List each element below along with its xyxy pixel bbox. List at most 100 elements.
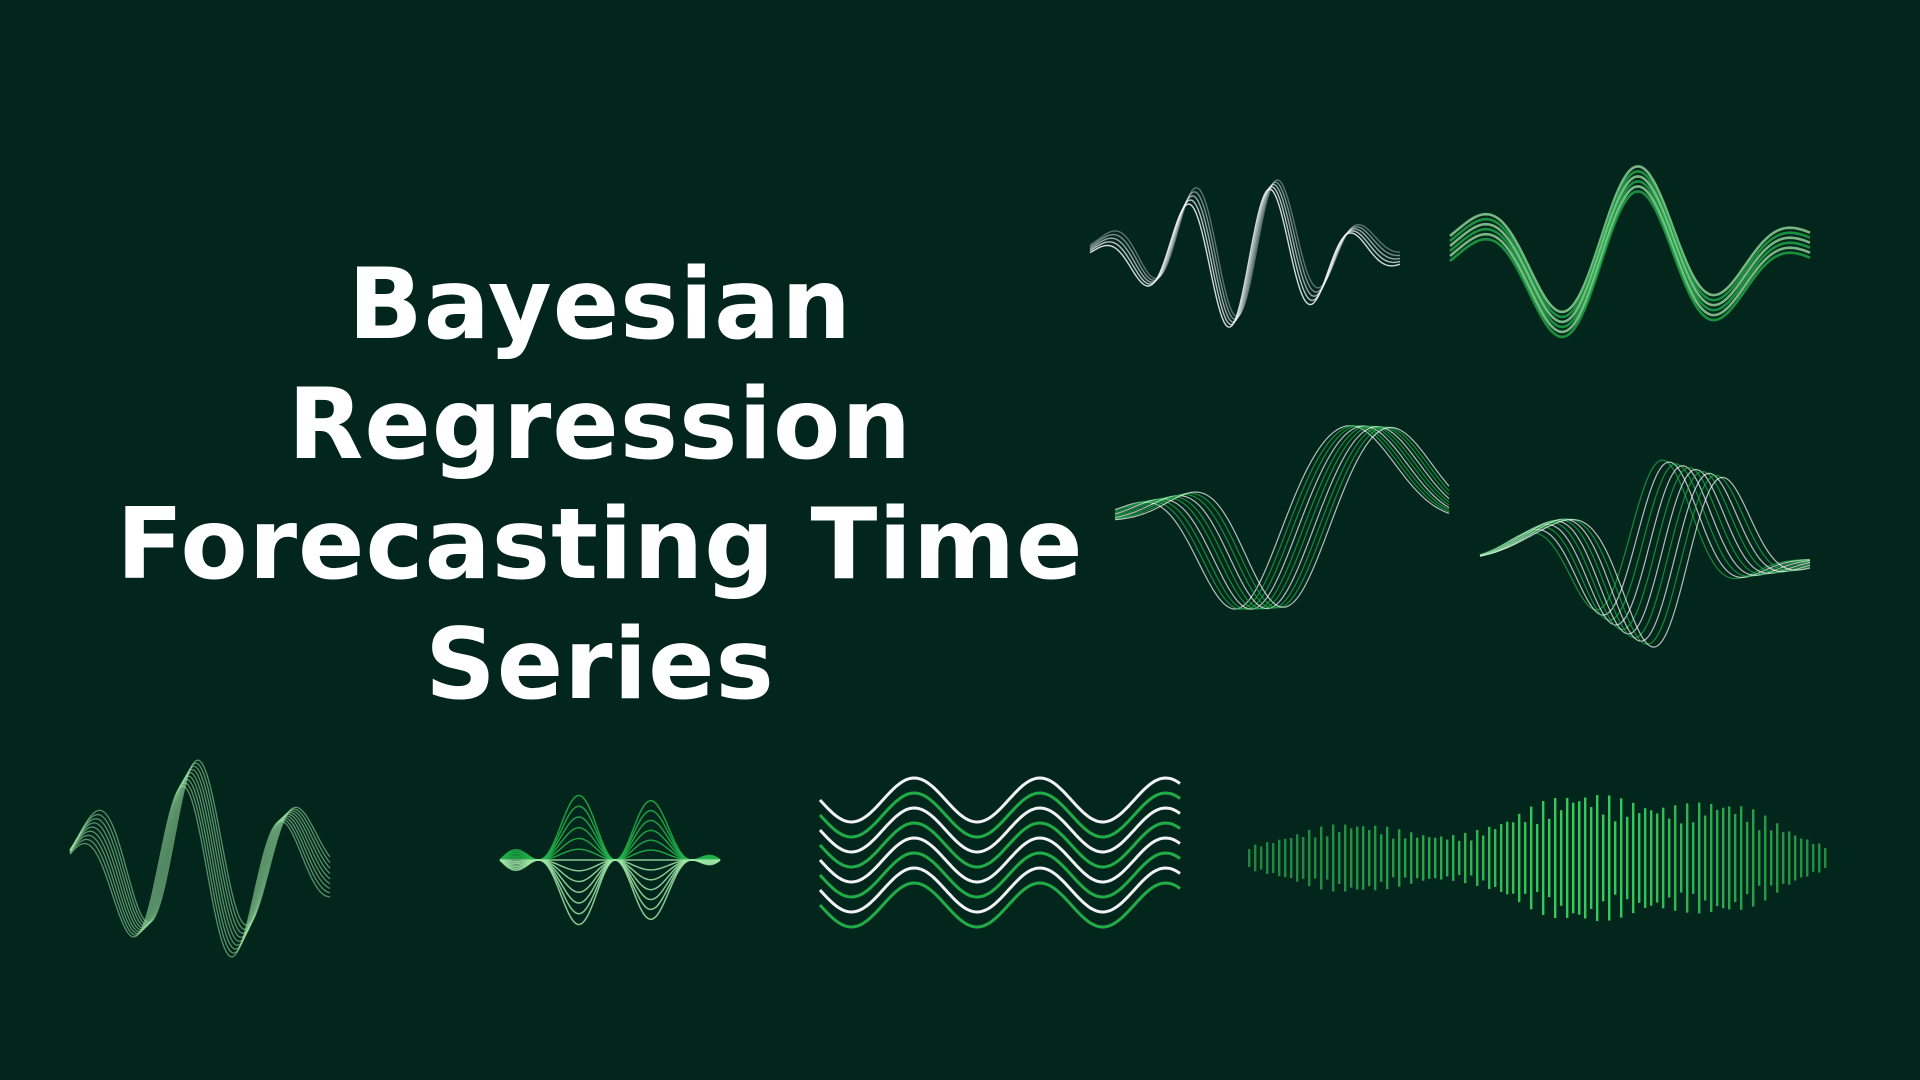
spectrum-bar <box>1398 829 1401 887</box>
wave-line <box>1089 181 1401 320</box>
wave-line <box>1114 425 1450 610</box>
wave-line <box>1479 472 1811 642</box>
spectrum-bar <box>1746 821 1749 895</box>
wave-mid-right-icon <box>1479 459 1811 648</box>
wave-line <box>69 778 331 950</box>
wave-line <box>499 859 721 915</box>
wave-line <box>499 859 721 893</box>
spectrum-bar <box>1482 835 1485 881</box>
page-title: Bayesian Regression Forecasting Time Ser… <box>30 245 1170 725</box>
wave-line <box>818 776 1181 824</box>
spectrum-bar <box>1638 813 1641 903</box>
spectrum-bar <box>1728 806 1731 910</box>
wave-line <box>1479 465 1811 626</box>
spectrum-bar <box>1386 826 1389 890</box>
spectrum-bar <box>1770 830 1773 886</box>
wave-line <box>1479 470 1811 639</box>
spectrum-bar <box>1332 824 1335 892</box>
spectrum-bar <box>1764 815 1767 901</box>
wave-line <box>1114 426 1450 608</box>
spectrum-bar <box>1572 802 1575 914</box>
spectrum-bar <box>1524 822 1527 894</box>
wave-line <box>69 785 331 958</box>
wave-line <box>1479 467 1811 631</box>
spectrum-bar <box>1344 824 1347 892</box>
wave-line <box>1449 190 1811 339</box>
spectrum-bar <box>1380 834 1383 882</box>
wave-line <box>818 866 1181 914</box>
spectrum-bar <box>1506 821 1509 895</box>
spectrum-bar <box>1374 825 1377 891</box>
wave-line <box>1089 186 1401 326</box>
spectrum-bar <box>1788 831 1791 885</box>
spectrum-bar <box>1776 823 1779 893</box>
wave-line <box>1449 170 1811 319</box>
wave-line <box>818 806 1181 854</box>
spectrum-bar <box>1620 798 1623 918</box>
spectrum-bar <box>1602 814 1605 902</box>
wave-line <box>69 772 331 942</box>
spectrum-bar <box>1566 798 1569 918</box>
spectrum-bar <box>1596 795 1599 921</box>
wave-line <box>1479 463 1811 621</box>
wave-mid-left-icon <box>1114 425 1450 610</box>
wave-line <box>1479 468 1811 635</box>
spectrum-bar <box>1350 828 1353 888</box>
spectrum-bar <box>1650 810 1653 906</box>
spectrum-bar <box>1362 826 1365 890</box>
spectrum-bar <box>1590 807 1593 909</box>
wave-line <box>69 782 331 954</box>
spectrum-bar <box>1488 826 1491 890</box>
spectrum-bar <box>1704 815 1707 901</box>
spectrum-bar <box>1536 823 1539 893</box>
spectrum-bar <box>1452 835 1455 881</box>
spectrum-bar <box>1458 840 1461 876</box>
spectrum-bar <box>1806 839 1809 877</box>
spectrum-bar <box>1248 849 1251 867</box>
spectrum-bar <box>1548 818 1551 898</box>
spectrum-bar <box>1668 818 1671 898</box>
spectrum-bar <box>1290 837 1293 879</box>
title-line-2: Forecasting Time <box>116 488 1084 602</box>
wave-line <box>499 827 721 861</box>
spectrum-bar <box>1434 837 1437 879</box>
wave-line <box>1089 188 1401 328</box>
spectrum-bar <box>1560 810 1563 906</box>
spectrum-bar <box>1512 822 1515 894</box>
spectrum-bar <box>1356 826 1359 890</box>
spectrum-bar <box>1392 838 1395 878</box>
wave-bottom-3-icon <box>818 776 1181 929</box>
spectrum-bar <box>1716 809 1719 907</box>
wave-line <box>1449 175 1811 324</box>
wave-bottom-1-icon <box>69 759 331 958</box>
spectrum-bar <box>1470 840 1473 876</box>
spectrum-bar <box>1530 806 1533 910</box>
spectrum-bar <box>1296 834 1299 882</box>
spectrum-bar <box>1326 836 1329 880</box>
spectrum-bar <box>1272 843 1275 873</box>
spectrum-bar <box>1260 846 1263 870</box>
wave-line <box>499 805 721 861</box>
spectrum-bar <box>1818 843 1821 873</box>
spectrum-bar <box>1656 813 1659 903</box>
spectrum-bar <box>1518 813 1521 903</box>
wave-top-right-icon <box>1449 165 1811 339</box>
spectrum-bar <box>1692 822 1695 894</box>
spectrum-bar <box>1800 838 1803 878</box>
spectrum-bar <box>1338 831 1341 885</box>
spectrum-bar <box>1722 807 1725 909</box>
spectrum-bar <box>1284 838 1287 878</box>
spectrum-bar <box>1542 801 1545 915</box>
wave-line <box>69 768 331 938</box>
wave-line <box>1479 476 1811 648</box>
spectrum-bar <box>1416 837 1419 879</box>
spectrum-bar <box>1578 801 1581 915</box>
spectrum-bar <box>1740 806 1743 910</box>
spectrum-bar <box>1266 842 1269 874</box>
spectrum-bar <box>1782 832 1785 884</box>
audio-spectrum-icon <box>1248 795 1827 921</box>
spectrum-bar <box>1476 829 1479 887</box>
spectrum-bar <box>1320 826 1323 890</box>
spectrum-bar <box>1812 844 1815 872</box>
